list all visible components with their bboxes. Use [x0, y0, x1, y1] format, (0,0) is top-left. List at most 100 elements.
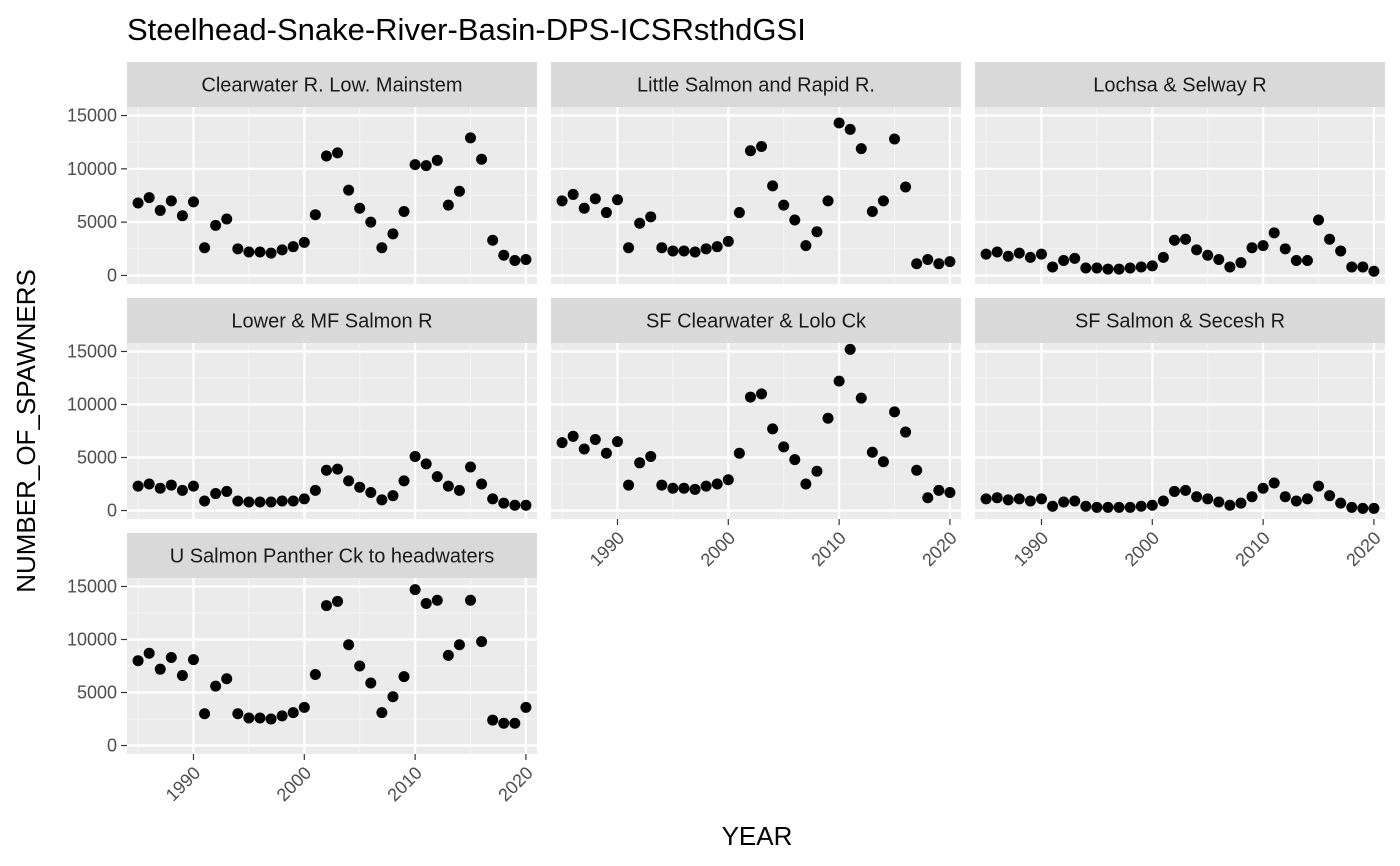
data-point — [656, 242, 668, 254]
data-point — [1290, 255, 1302, 267]
data-point — [254, 712, 266, 724]
facet-strip — [975, 62, 1385, 107]
data-point — [465, 594, 477, 606]
data-point — [1157, 495, 1169, 507]
data-point — [1180, 484, 1192, 496]
data-point — [1113, 501, 1125, 513]
data-point — [1202, 493, 1214, 505]
data-point — [1357, 261, 1369, 273]
facet-strip — [551, 298, 961, 343]
data-point — [700, 243, 712, 255]
data-point — [991, 246, 1003, 258]
data-point — [722, 235, 734, 247]
data-point — [1135, 261, 1147, 273]
chart-title: Steelhead-Snake-River-Basin-DPS-ICSRsthd… — [127, 12, 806, 47]
data-point — [711, 478, 723, 490]
data-point — [476, 153, 488, 165]
data-point — [210, 680, 222, 692]
data-point — [556, 195, 568, 207]
facet-strip-label: Little Salmon and Rapid R. — [637, 75, 875, 97]
data-point — [420, 458, 432, 470]
data-point — [722, 474, 734, 486]
data-point — [1313, 480, 1325, 492]
data-point — [1102, 501, 1114, 513]
data-point — [733, 447, 745, 459]
data-point — [132, 480, 144, 492]
data-point — [431, 154, 443, 166]
data-point — [811, 465, 823, 477]
data-point — [1002, 250, 1014, 262]
data-point — [778, 441, 790, 453]
data-point — [1157, 251, 1169, 263]
data-point — [265, 713, 277, 725]
data-point — [866, 205, 878, 217]
y-tick-label: 10000 — [67, 159, 117, 179]
data-point — [1058, 496, 1070, 508]
data-point — [243, 496, 255, 508]
data-point — [1069, 252, 1081, 264]
data-point — [143, 647, 155, 659]
data-point — [844, 343, 856, 355]
data-point — [320, 150, 332, 162]
data-point — [1024, 495, 1036, 507]
data-point — [210, 219, 222, 231]
data-point — [656, 479, 668, 491]
data-point — [1335, 497, 1347, 509]
data-point — [354, 481, 366, 493]
data-point — [1235, 497, 1247, 509]
data-point — [800, 478, 812, 490]
data-point — [376, 494, 388, 506]
facet-panel: Little Salmon and Rapid R. — [551, 62, 961, 284]
data-point — [589, 433, 601, 445]
data-point — [1146, 260, 1158, 272]
y-tick-label: 0 — [107, 501, 117, 521]
data-point — [154, 482, 166, 494]
data-point — [1002, 494, 1014, 506]
y-tick-label: 10000 — [67, 394, 117, 414]
data-point — [1135, 500, 1147, 512]
data-point — [1035, 493, 1047, 505]
data-point — [1069, 495, 1081, 507]
data-point — [365, 216, 377, 228]
data-point — [1301, 255, 1313, 267]
data-point — [1346, 261, 1358, 273]
data-point — [132, 197, 144, 209]
data-point — [332, 595, 344, 607]
data-point — [1058, 255, 1070, 267]
data-point — [276, 244, 288, 256]
data-point — [1224, 499, 1236, 511]
data-point — [287, 241, 299, 253]
data-point — [343, 639, 355, 651]
y-axis-title: NUMBER_OF_SPAWNERS — [11, 269, 41, 593]
data-point — [453, 639, 465, 651]
data-point — [600, 207, 612, 219]
data-point — [509, 717, 521, 729]
data-point — [623, 242, 635, 254]
data-point — [1290, 495, 1302, 507]
data-point — [387, 490, 399, 502]
data-point — [1102, 263, 1114, 275]
data-point — [420, 160, 432, 172]
data-point — [143, 478, 155, 490]
data-point — [465, 461, 477, 473]
data-point — [889, 133, 901, 145]
data-point — [944, 486, 956, 498]
data-point — [398, 205, 410, 217]
data-point — [911, 464, 923, 476]
data-point — [678, 482, 690, 494]
y-tick-label: 15000 — [67, 106, 117, 126]
data-point — [744, 145, 756, 157]
facet-strip — [127, 533, 537, 578]
data-point — [343, 184, 355, 196]
data-point — [176, 484, 188, 496]
data-point — [1268, 227, 1280, 239]
data-point — [944, 256, 956, 268]
data-point — [1091, 262, 1103, 274]
data-point — [243, 712, 255, 724]
data-point — [409, 159, 421, 171]
data-point — [645, 450, 657, 462]
data-point — [733, 207, 745, 219]
data-point — [187, 196, 199, 208]
data-point — [287, 707, 299, 719]
